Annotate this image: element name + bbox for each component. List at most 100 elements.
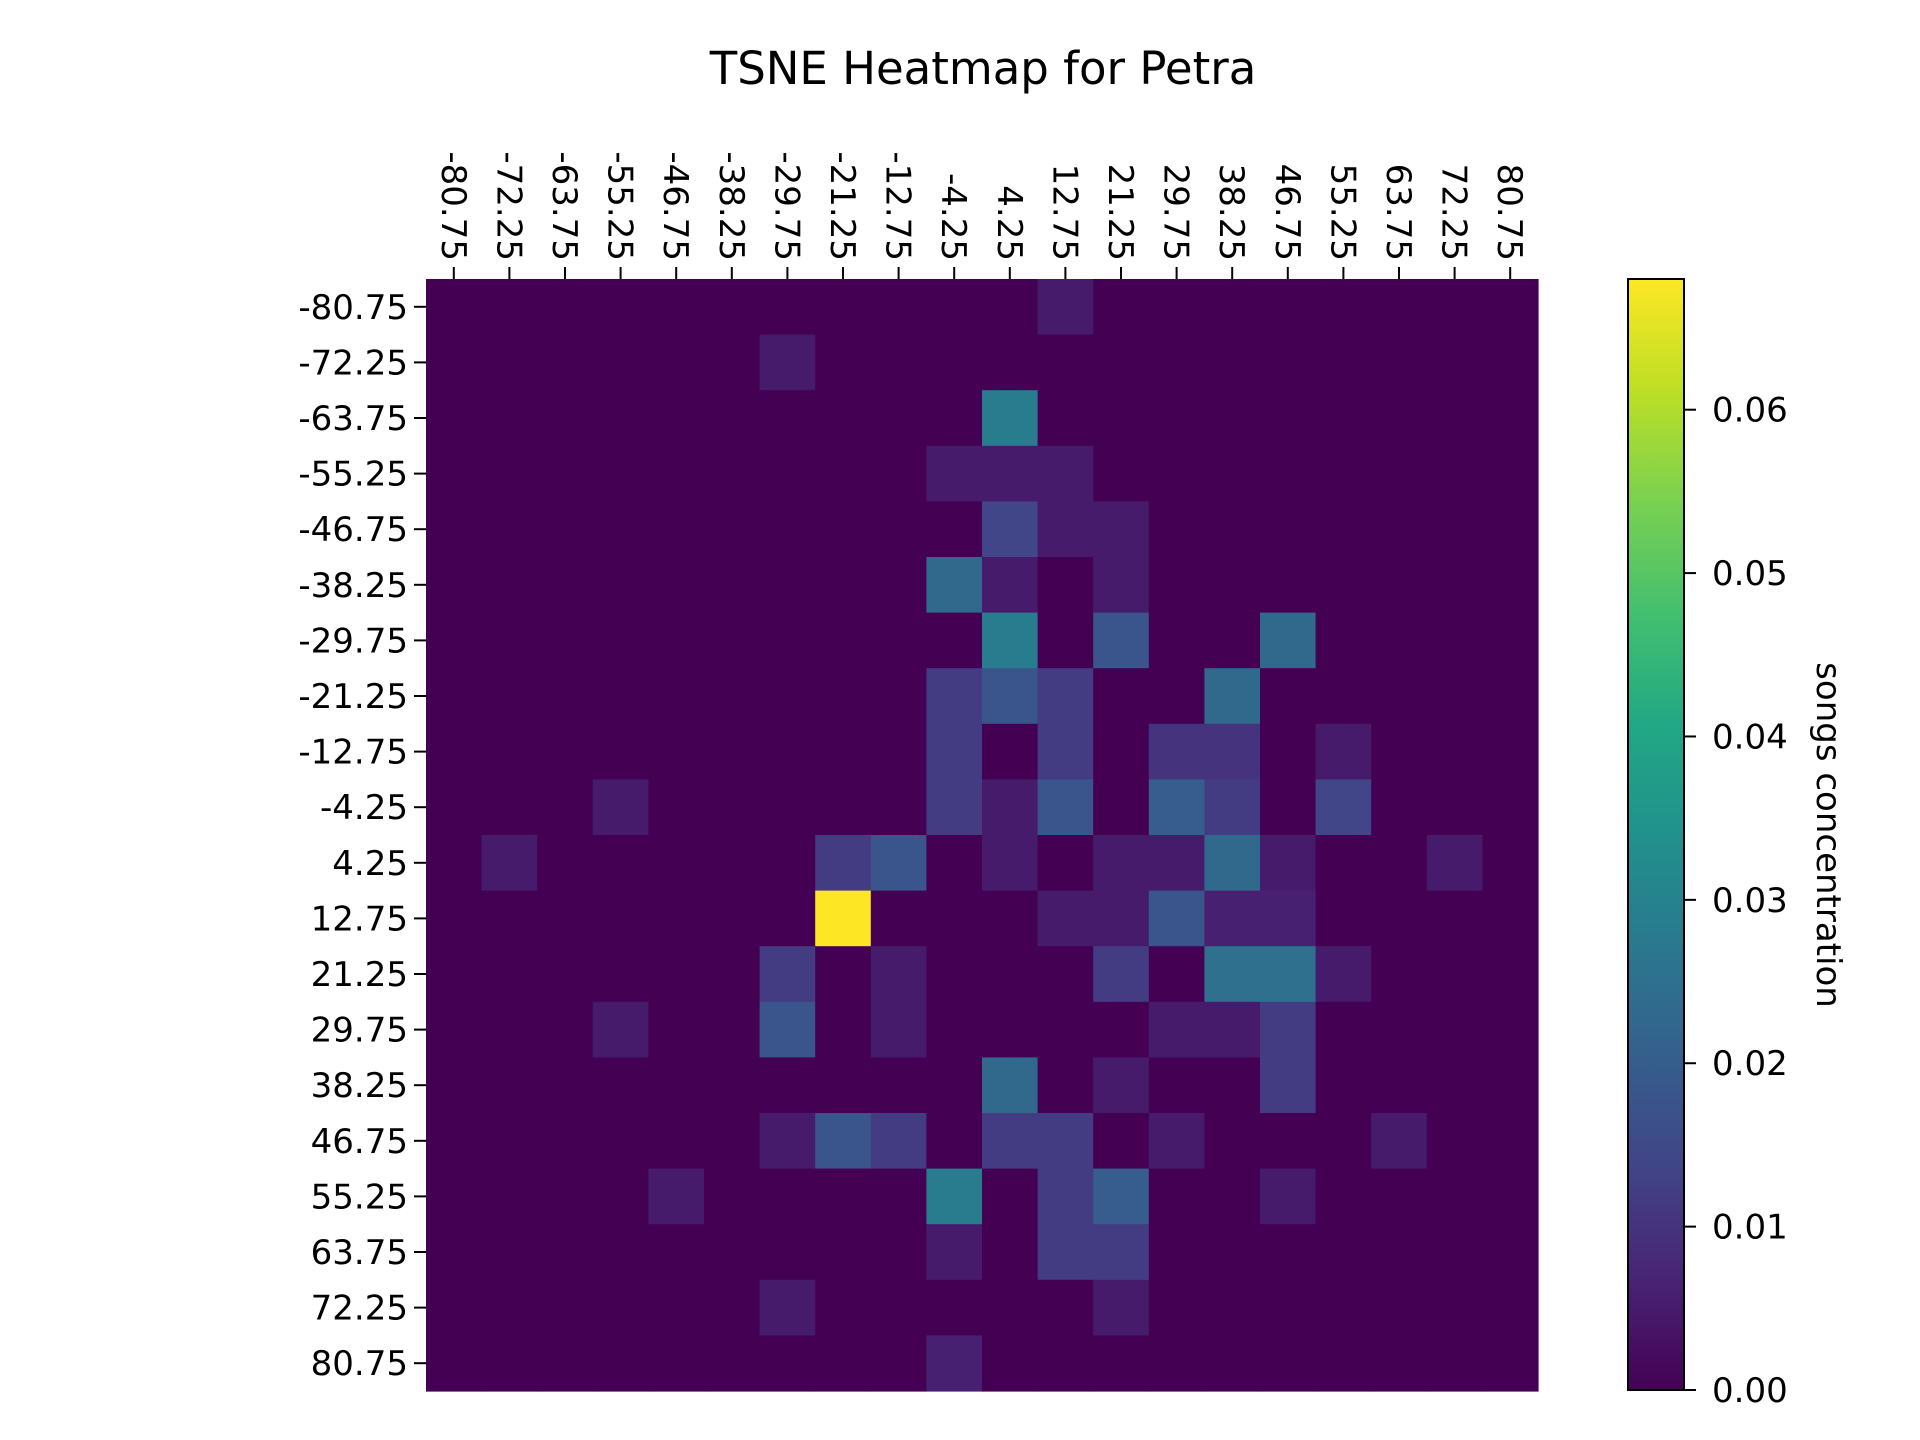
heatmap-cell bbox=[1371, 557, 1428, 614]
y-tick-label: 38.25 bbox=[311, 1066, 408, 1106]
heatmap-cell bbox=[592, 1057, 649, 1114]
heatmap-cell bbox=[481, 1001, 538, 1058]
heatmap-cell bbox=[704, 779, 761, 836]
heatmap-cell bbox=[648, 390, 705, 447]
heatmap-cell bbox=[592, 668, 649, 725]
heatmap-cell bbox=[982, 1168, 1039, 1225]
heatmap-cell bbox=[1093, 1224, 1150, 1281]
heatmap-cell bbox=[1315, 501, 1372, 558]
x-tick-label: -38.25 bbox=[711, 151, 751, 261]
heatmap-cell bbox=[870, 334, 927, 391]
heatmap-cell bbox=[1426, 1224, 1483, 1281]
heatmap-cell bbox=[592, 1168, 649, 1225]
heatmap-cell bbox=[1315, 334, 1372, 391]
heatmap-cell bbox=[537, 1279, 594, 1336]
x-tick-label: 55.25 bbox=[1322, 164, 1362, 261]
heatmap-cell bbox=[1093, 1168, 1150, 1225]
heatmap-cell bbox=[481, 557, 538, 614]
heatmap-cell bbox=[870, 501, 927, 558]
heatmap-cell bbox=[648, 1335, 705, 1392]
heatmap-cell bbox=[481, 946, 538, 1003]
heatmap-cell bbox=[1148, 1224, 1205, 1281]
heatmap-cell bbox=[1093, 501, 1150, 558]
heatmap-cell bbox=[1204, 279, 1261, 336]
heatmap-cell bbox=[426, 334, 483, 391]
heatmap-cell bbox=[1204, 501, 1261, 558]
heatmap-cell bbox=[1148, 612, 1205, 669]
heatmap-cell bbox=[1148, 1113, 1205, 1170]
y-tick-label: 4.25 bbox=[332, 844, 408, 884]
heatmap-cell bbox=[481, 501, 538, 558]
heatmap-cell bbox=[1148, 501, 1205, 558]
heatmap-cell bbox=[1093, 835, 1150, 892]
heatmap-cell bbox=[1037, 334, 1094, 391]
heatmap-cell bbox=[870, 445, 927, 502]
heatmap-cell bbox=[1371, 279, 1428, 336]
heatmap-cell bbox=[704, 1113, 761, 1170]
y-tick-label: 55.25 bbox=[311, 1177, 408, 1217]
heatmap-cell bbox=[592, 723, 649, 780]
heatmap-cell bbox=[1371, 1224, 1428, 1281]
heatmap-cell bbox=[1260, 1057, 1317, 1114]
x-tick-label: -63.75 bbox=[544, 151, 584, 261]
heatmap-cell bbox=[982, 946, 1039, 1003]
x-tick-label: -55.25 bbox=[600, 151, 640, 261]
y-tick-label: -72.25 bbox=[298, 343, 408, 383]
heatmap-cell bbox=[759, 835, 816, 892]
heatmap-cell bbox=[1426, 445, 1483, 502]
heatmap-cell bbox=[1371, 501, 1428, 558]
x-tick-label: 46.75 bbox=[1267, 164, 1307, 261]
heatmap-cell bbox=[1371, 946, 1428, 1003]
heatmap-cell bbox=[982, 835, 1039, 892]
heatmap-cell bbox=[1204, 723, 1261, 780]
heatmap-cell bbox=[1260, 1279, 1317, 1336]
heatmap-cell bbox=[426, 501, 483, 558]
heatmap-cell bbox=[1482, 1113, 1539, 1170]
heatmap-cell bbox=[1426, 1113, 1483, 1170]
heatmap-cell bbox=[759, 946, 816, 1003]
heatmap-cell bbox=[1037, 1224, 1094, 1281]
heatmap-cell bbox=[1260, 946, 1317, 1003]
heatmap-cell bbox=[1260, 668, 1317, 725]
chart-title: TSNE Heatmap for Petra bbox=[709, 42, 1257, 95]
heatmap-cell bbox=[1426, 779, 1483, 836]
heatmap-cell bbox=[870, 890, 927, 947]
heatmap-cell bbox=[1371, 612, 1428, 669]
heatmap-cell bbox=[1204, 612, 1261, 669]
heatmap-cell bbox=[1204, 390, 1261, 447]
heatmap-cell bbox=[870, 946, 927, 1003]
heatmap-cell bbox=[1482, 946, 1539, 1003]
x-tick-label: -29.75 bbox=[766, 151, 806, 261]
heatmap-cell bbox=[1426, 557, 1483, 614]
heatmap-cell bbox=[870, 779, 927, 836]
heatmap-cell bbox=[870, 1113, 927, 1170]
heatmap-cell bbox=[870, 1001, 927, 1058]
y-tick-label: -46.75 bbox=[298, 510, 408, 550]
heatmap-cell bbox=[926, 1279, 983, 1336]
heatmap-cell bbox=[1315, 1335, 1372, 1392]
heatmap-cell bbox=[1371, 835, 1428, 892]
heatmap-cell bbox=[704, 723, 761, 780]
heatmap-cell bbox=[926, 334, 983, 391]
heatmap-cell bbox=[1037, 890, 1094, 947]
heatmap-cell bbox=[1315, 723, 1372, 780]
heatmap-cell bbox=[592, 1113, 649, 1170]
heatmap-cell bbox=[1260, 390, 1317, 447]
heatmap-cell bbox=[759, 779, 816, 836]
heatmap-cell bbox=[592, 557, 649, 614]
heatmap-cell bbox=[592, 890, 649, 947]
heatmap-cell bbox=[1093, 557, 1150, 614]
heatmap-cell bbox=[1037, 612, 1094, 669]
heatmap-cell bbox=[1148, 1168, 1205, 1225]
heatmap-cell bbox=[1315, 890, 1372, 947]
heatmap-cell bbox=[1371, 445, 1428, 502]
heatmap-cell bbox=[426, 890, 483, 947]
heatmap-cell bbox=[648, 1001, 705, 1058]
heatmap-cell bbox=[1093, 1057, 1150, 1114]
heatmap-cell bbox=[1371, 1335, 1428, 1392]
heatmap-cell bbox=[426, 1279, 483, 1336]
heatmap-cell bbox=[1482, 723, 1539, 780]
heatmap-cell bbox=[1482, 1224, 1539, 1281]
heatmap-cell bbox=[592, 1224, 649, 1281]
heatmap-cell bbox=[1037, 1335, 1094, 1392]
